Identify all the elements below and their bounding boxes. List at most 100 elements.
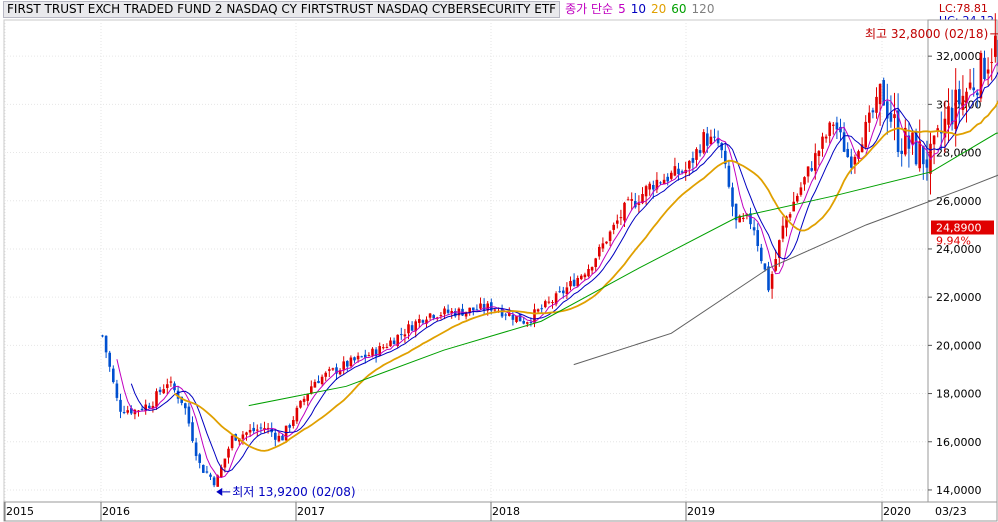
candle-body xyxy=(670,172,673,179)
candle-body xyxy=(266,427,270,429)
candle-body xyxy=(918,141,921,169)
candle-body xyxy=(731,187,734,207)
ma-period-10[interactable]: 10 xyxy=(630,1,646,16)
ma-period-60[interactable]: 60 xyxy=(671,1,687,16)
candle-body xyxy=(310,386,313,394)
candle-body xyxy=(857,151,860,159)
candle-body xyxy=(979,53,983,99)
y-axis-panel xyxy=(927,19,998,503)
candle-body xyxy=(367,355,371,357)
candle-body xyxy=(626,199,630,201)
candles-group xyxy=(101,13,998,488)
y-tick-label: 24,0000 xyxy=(936,243,982,256)
candle-body xyxy=(385,346,389,348)
y-tick-label: 26,0000 xyxy=(936,195,982,208)
candle-body xyxy=(371,348,374,356)
candle-body xyxy=(432,315,435,319)
candle-body xyxy=(500,308,504,317)
candle-body xyxy=(904,127,907,155)
y-tick-label: 16,0000 xyxy=(936,436,982,449)
candle-body xyxy=(572,279,576,287)
candle-body xyxy=(695,149,698,160)
candle-body xyxy=(162,389,165,394)
candle-body xyxy=(446,309,450,313)
candle-body xyxy=(767,266,770,291)
candle-body xyxy=(565,287,569,295)
candle-body xyxy=(137,410,140,412)
candle-body xyxy=(176,390,180,399)
candle-body xyxy=(965,91,968,104)
x-tick-label: 2018 xyxy=(492,505,520,518)
candle-body xyxy=(616,220,619,224)
candle-body xyxy=(810,168,813,171)
candle-body xyxy=(126,410,129,413)
candle-body xyxy=(752,227,756,231)
candle-body xyxy=(655,179,659,190)
candle-body xyxy=(418,319,421,323)
candle-body xyxy=(439,315,443,317)
candle-body xyxy=(338,370,342,375)
candle-body xyxy=(342,361,345,370)
candle-body xyxy=(900,150,903,154)
candle-body xyxy=(770,274,774,289)
candle-body xyxy=(554,293,558,305)
candle-body xyxy=(972,87,975,91)
y-tick-label: 14,0000 xyxy=(936,484,982,497)
candle-body xyxy=(468,307,471,313)
candle-body xyxy=(187,406,191,424)
candle-body xyxy=(292,420,295,426)
candle-body xyxy=(331,368,335,370)
candle-body xyxy=(522,321,525,324)
candle-body xyxy=(680,171,684,173)
candle-body xyxy=(421,320,425,323)
ma-period-20[interactable]: 20 xyxy=(650,1,667,16)
candle-body xyxy=(882,80,885,106)
candle-body xyxy=(936,128,939,132)
candle-body xyxy=(130,408,133,414)
candle-body xyxy=(763,263,767,270)
candle-body xyxy=(306,394,309,401)
candle-body xyxy=(785,216,788,228)
candle-body xyxy=(482,304,486,311)
candle-body xyxy=(724,150,727,165)
candle-body xyxy=(666,176,669,182)
candle-body xyxy=(227,448,230,458)
candle-body xyxy=(713,136,716,138)
candle-body xyxy=(821,136,824,149)
ma-period-5[interactable]: 5 xyxy=(618,1,626,16)
candle-body xyxy=(148,405,151,409)
candle-body xyxy=(756,230,759,246)
candle-body xyxy=(551,302,554,304)
candle-body xyxy=(727,165,731,187)
ma-period-120[interactable]: 120 xyxy=(691,1,715,16)
candle-body xyxy=(976,92,979,96)
candle-body xyxy=(860,144,864,153)
candle-body xyxy=(994,35,997,57)
chart-header: FIRST TRUST EXCH TRADED FUND 2 NASDAQ CY… xyxy=(0,0,998,18)
candle-body xyxy=(875,96,878,113)
candle-body xyxy=(644,186,648,197)
candle-body xyxy=(637,203,641,205)
candle-body xyxy=(400,334,403,336)
candle-body xyxy=(515,315,518,322)
candle-body xyxy=(335,367,338,374)
candle-body xyxy=(590,267,594,271)
candle-body xyxy=(576,278,579,287)
candle-body xyxy=(943,118,947,138)
candle-body xyxy=(320,376,324,385)
y-tick-label: 18,0000 xyxy=(936,388,982,401)
candle-body xyxy=(202,464,205,473)
candle-body xyxy=(144,404,147,411)
candle-body xyxy=(198,454,201,463)
candle-body xyxy=(518,313,522,322)
x-tick-label: 2019 xyxy=(687,505,715,518)
candle-body xyxy=(569,280,572,287)
candle-body xyxy=(608,231,612,241)
candle-body xyxy=(623,202,626,221)
candle-body xyxy=(169,381,173,383)
ma-type-label[interactable]: 종가 단순 xyxy=(565,1,614,16)
candle-body xyxy=(479,303,482,309)
candle-body xyxy=(691,158,695,163)
y-tick-label: 28,0000 xyxy=(936,147,982,160)
